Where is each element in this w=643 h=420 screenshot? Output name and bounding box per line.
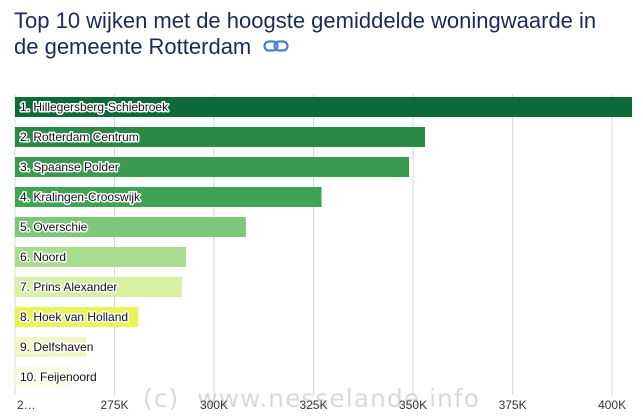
page-title: Top 10 wijken met de hoogste gemiddelde …: [14, 8, 624, 60]
bar[interactable]: [15, 157, 410, 177]
bar[interactable]: [15, 367, 71, 387]
bar-label: 1. Hillegersberg-Schiebroek: [20, 100, 169, 114]
bar-label: 6. Noord: [20, 250, 66, 264]
bar[interactable]: [15, 217, 246, 237]
bar-label: 3. Spaanse Polder: [20, 160, 119, 174]
watermark: (c) www.nesselande.info: [143, 384, 480, 413]
x-tick-label: 400K: [598, 398, 626, 412]
bar[interactable]: [15, 187, 322, 207]
bar-label: 10. Feijenoord: [20, 370, 97, 384]
bar[interactable]: [15, 127, 426, 147]
chart-title: Top 10 wijken met de hoogste gemiddelde …: [14, 8, 597, 59]
bar-label: 9. Delfshaven: [20, 340, 93, 354]
link-icon[interactable]: [263, 33, 289, 59]
bar[interactable]: [15, 97, 632, 117]
x-tick-label: 375K: [499, 398, 527, 412]
x-tick-label: 275K: [101, 398, 129, 412]
bar[interactable]: [15, 247, 187, 267]
bar[interactable]: [15, 277, 183, 297]
bar[interactable]: [15, 307, 139, 327]
bar-label: 8. Hoek van Holland: [20, 310, 128, 324]
bar-label: 4. Kralingen-Crooswijk: [20, 190, 141, 204]
bar[interactable]: [15, 337, 87, 357]
bar-label: 7. Prins Alexander: [20, 280, 117, 294]
x-tick-label: 300K: [200, 398, 228, 412]
x-tick-label: 325K: [300, 398, 328, 412]
bar-label: 2. Rotterdam Centrum: [20, 130, 139, 144]
bar-label: 5. Overschie: [20, 220, 88, 234]
x-tick-label: 2…: [17, 398, 36, 412]
x-tick-label: 350K: [399, 398, 427, 412]
